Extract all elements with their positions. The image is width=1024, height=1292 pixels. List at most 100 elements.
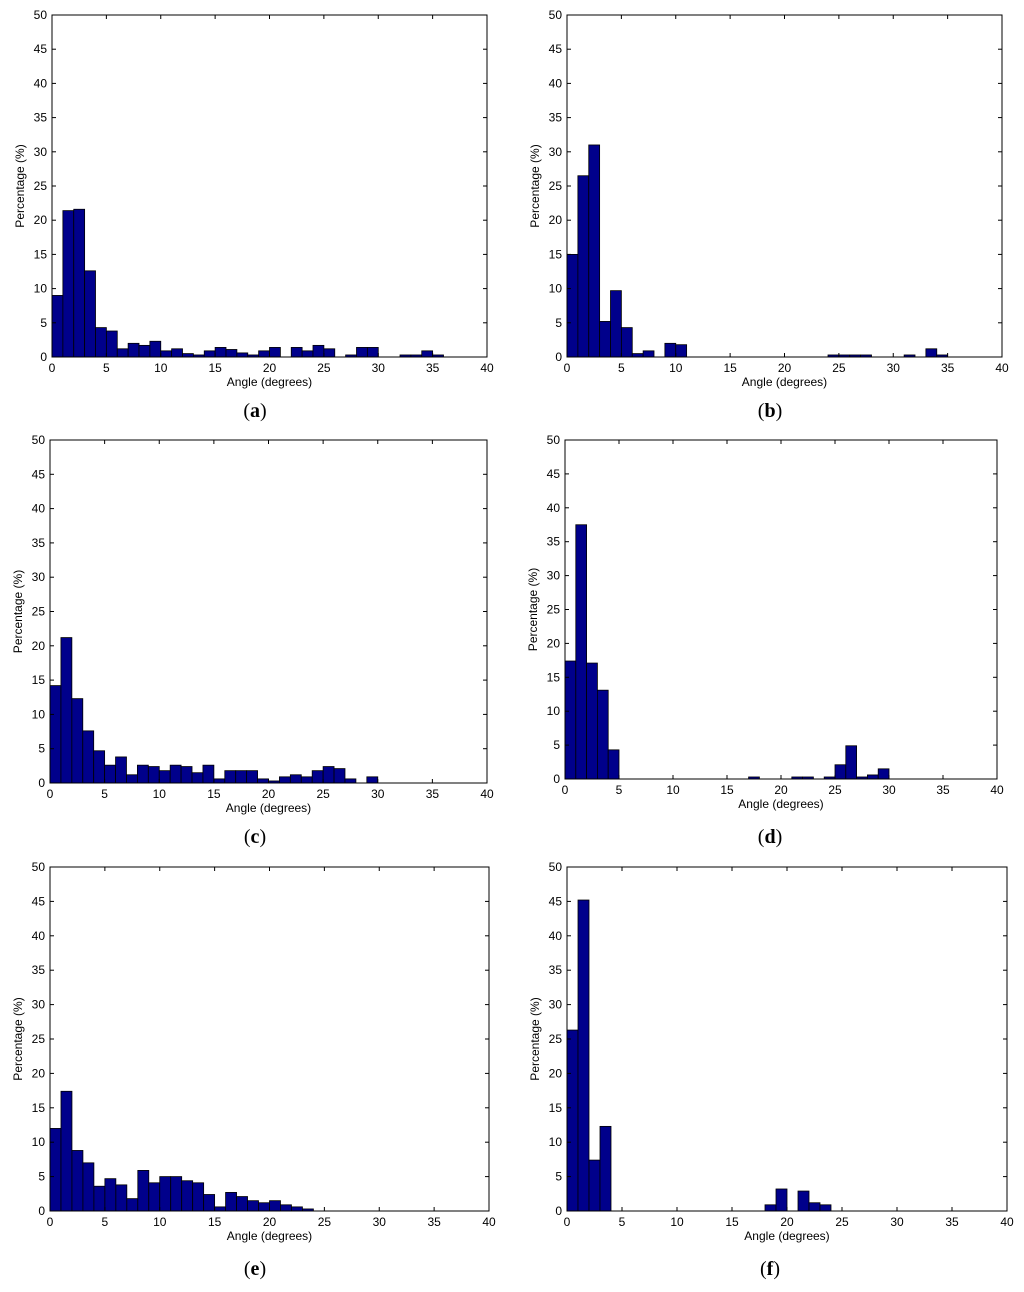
- y-tick-label: 20: [32, 1066, 46, 1080]
- caption-open: (: [757, 826, 765, 848]
- y-tick-label: 50: [549, 8, 563, 22]
- x-tick-label: 35: [941, 361, 955, 375]
- bar: [257, 778, 269, 784]
- x-axis-label: Angle (degrees): [742, 375, 827, 389]
- bar: [291, 1206, 303, 1212]
- bar: [159, 1176, 172, 1212]
- caption-open: (: [243, 1258, 251, 1280]
- bar: [225, 1192, 237, 1212]
- y-tick-label: 45: [549, 894, 563, 908]
- bar: [138, 344, 151, 358]
- bar: [60, 637, 73, 784]
- bar: [322, 766, 335, 784]
- bar: [290, 347, 303, 358]
- y-tick-label: 35: [547, 535, 561, 549]
- y-tick-label: 45: [34, 42, 48, 56]
- chart-panel-a: 0 5 10 15 20 25 30 35 40 0 5 10 15 20 25 30 35 40 45 50 Angl…: [13, 8, 494, 389]
- x-tick-label: 30: [890, 1215, 904, 1229]
- y-tick-label: 20: [549, 213, 563, 227]
- y-tick-label: 35: [32, 536, 46, 550]
- axes-frame: [564, 439, 998, 780]
- bar: [49, 685, 62, 784]
- bar: [93, 750, 106, 784]
- bar: [566, 253, 579, 358]
- y-tick-label: 30: [32, 998, 46, 1012]
- y-tick-label: 30: [547, 569, 561, 583]
- bar: [116, 348, 129, 358]
- x-tick-label: 5: [618, 361, 625, 375]
- bar: [247, 1200, 259, 1212]
- y-tick-label: 25: [34, 179, 48, 193]
- y-tick-label: 5: [40, 316, 47, 330]
- bar: [170, 1176, 183, 1212]
- y-tick-label: 30: [549, 145, 563, 159]
- bar: [84, 270, 96, 358]
- bar: [127, 342, 140, 358]
- bar: [148, 1182, 161, 1212]
- bar: [819, 1204, 832, 1212]
- caption-open: (: [759, 1258, 767, 1280]
- caption-e: (e): [225, 1258, 285, 1281]
- bar: [269, 1200, 281, 1212]
- y-axis-label: Percentage (%): [526, 568, 540, 651]
- bar: [82, 730, 95, 784]
- caption-letter: c: [250, 826, 260, 848]
- y-tick-label: 40: [32, 929, 46, 943]
- bar: [236, 1196, 248, 1212]
- y-tick-label: 5: [38, 742, 45, 756]
- bar: [642, 350, 655, 358]
- bar: [631, 353, 644, 358]
- bar: [105, 330, 118, 358]
- x-tick-label: 25: [318, 1215, 332, 1229]
- bar: [607, 749, 620, 780]
- x-axis-label: Angle (degrees): [744, 1229, 829, 1243]
- y-tick-label: 5: [555, 316, 562, 330]
- caption-letter: a: [250, 400, 260, 422]
- x-axis-label: Angle (degrees): [226, 801, 311, 815]
- y-tick-label: 40: [549, 929, 563, 943]
- x-tick-label: 0: [47, 1215, 54, 1229]
- x-tick-label: 5: [619, 1215, 626, 1229]
- x-tick-label: 30: [887, 361, 901, 375]
- bar: [323, 348, 336, 358]
- y-tick-label: 10: [549, 282, 563, 296]
- caption-close: ): [260, 400, 267, 422]
- x-tick-label: 35: [427, 1215, 441, 1229]
- caption-letter: d: [764, 826, 776, 848]
- y-tick-label: 20: [32, 639, 46, 653]
- bar: [246, 770, 258, 784]
- x-tick-label: 20: [263, 361, 277, 375]
- bar: [49, 1128, 62, 1212]
- x-tick-label: 25: [317, 361, 331, 375]
- x-axis-label: Angle (degrees): [738, 797, 823, 811]
- x-tick-label: 0: [564, 1215, 571, 1229]
- bar: [333, 768, 346, 784]
- y-tick-label: 10: [34, 282, 48, 296]
- x-tick-label: 10: [670, 1215, 684, 1229]
- bar: [62, 210, 75, 358]
- x-tick-label: 5: [101, 787, 108, 801]
- y-tick-label: 15: [547, 670, 561, 684]
- bar: [620, 327, 633, 358]
- bar: [664, 342, 677, 358]
- x-tick-label: 15: [208, 361, 222, 375]
- bar: [51, 295, 64, 358]
- y-tick-label: 45: [547, 467, 561, 481]
- x-tick-label: 25: [828, 783, 842, 797]
- bar: [82, 1162, 95, 1212]
- bar: [192, 1182, 205, 1212]
- caption-c: (c): [225, 826, 285, 849]
- y-tick-label: 40: [549, 76, 563, 90]
- bar: [258, 350, 270, 358]
- x-tick-label: 0: [562, 783, 569, 797]
- bar: [577, 899, 590, 1212]
- bar: [877, 768, 890, 780]
- bar: [566, 1029, 579, 1212]
- y-tick-label: 0: [555, 1204, 562, 1218]
- bar: [71, 1150, 84, 1212]
- bar: [235, 770, 248, 784]
- y-tick-label: 30: [32, 570, 46, 584]
- bar: [224, 770, 237, 784]
- y-tick-label: 10: [547, 704, 561, 718]
